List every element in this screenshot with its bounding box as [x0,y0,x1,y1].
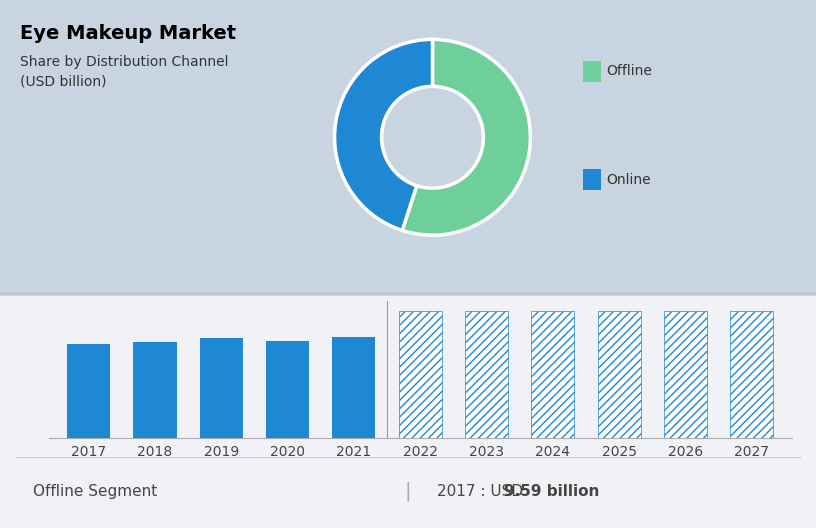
Bar [134,342,176,438]
Bar [597,311,641,438]
Bar [531,311,574,438]
Bar [266,341,309,438]
Text: Eye Makeup Market: Eye Makeup Market [20,24,237,43]
Text: Share by Distribution Channel
(USD billion): Share by Distribution Channel (USD billi… [20,55,229,89]
Text: Online: Online [606,173,651,186]
Bar [399,311,441,438]
Text: Offline Segment: Offline Segment [33,484,157,498]
Bar [67,344,110,438]
Bar [332,337,375,438]
Bar [200,338,243,438]
Text: Offline: Offline [606,64,652,78]
Text: 9.59 billion: 9.59 billion [504,484,600,498]
Bar [465,311,508,438]
Bar [664,311,707,438]
Text: |: | [405,482,411,501]
Bar [730,311,774,438]
Text: 2017 : USD: 2017 : USD [437,484,528,498]
Wedge shape [402,40,530,235]
Wedge shape [335,40,432,230]
